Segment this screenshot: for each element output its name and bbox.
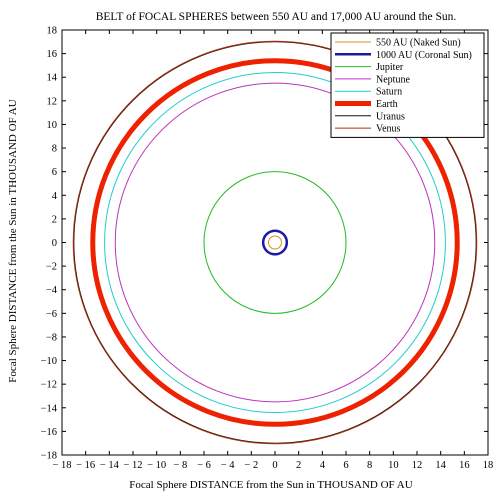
x-tick-label: − 6 xyxy=(197,460,211,471)
circle-venus xyxy=(72,40,478,445)
legend-label: Venus xyxy=(376,124,401,135)
ticks-group: − 18 − 16 − 14− 12 − 10 − 8 − 6 − 4 − 2 0 2 4 6 8 10 1… xyxy=(41,26,494,472)
x-tick-label: − 16 xyxy=(76,460,95,471)
x-tick-label: − 12 xyxy=(123,460,142,471)
legend-label: Neptune xyxy=(376,74,410,85)
x-tick-label: − 8 xyxy=(173,460,187,471)
legend-label: Saturn xyxy=(376,87,402,98)
x-tick-label: − 2 xyxy=(244,460,258,471)
x-tick-label: 0 xyxy=(272,460,277,471)
y-tick-label: −2 xyxy=(46,262,57,273)
circle-1000-au-coronal-sun xyxy=(261,229,289,256)
y-tick-label: 14 xyxy=(47,73,58,84)
x-tick-label: 14 xyxy=(435,460,446,471)
circles-group xyxy=(72,40,478,445)
legend-box xyxy=(330,32,485,138)
y-tick-label: 18 xyxy=(47,26,58,37)
y-tick-label: 8 xyxy=(52,144,57,155)
circle-jupiter xyxy=(203,171,347,314)
y-axis-label: Focal Sphere DISTANCE from the Sun in TH… xyxy=(7,99,19,382)
circle-uranus xyxy=(73,41,477,444)
x-tick-label: 16 xyxy=(459,460,470,471)
y-tick-label: −14 xyxy=(41,403,58,414)
y-tick-label: 10 xyxy=(47,120,58,131)
x-axis-label: Focal Sphere DISTANCE from the Sun in TH… xyxy=(129,479,412,491)
legend-label: 1000 AU (Coronal Sun) xyxy=(376,50,472,61)
x-tick-label: 8 xyxy=(367,460,372,471)
y-tick-label: −12 xyxy=(41,380,57,391)
y-tick-label: −10 xyxy=(41,356,57,367)
circle-saturn xyxy=(104,72,446,413)
y-tick-label: 16 xyxy=(47,49,58,60)
x-tick-label: 18 xyxy=(483,460,494,471)
y-tick-label: −4 xyxy=(46,285,58,296)
x-tick-label: 10 xyxy=(388,460,399,471)
legend-label: Uranus xyxy=(376,111,405,122)
y-tick-label: 4 xyxy=(52,191,58,202)
y-tick-label: −18 xyxy=(41,451,57,462)
y-tick-label: −16 xyxy=(41,427,57,438)
y-tick-label: 6 xyxy=(52,167,57,178)
legend: 550 AU (Naked Sun)1000 AU (Coronal Sun)J… xyxy=(330,32,485,138)
y-tick-label: −6 xyxy=(46,309,57,320)
x-tick-label: − 18 xyxy=(52,460,71,471)
chart-title: BELT of FOCAL SPHERES between 550 AU and… xyxy=(96,11,457,23)
x-tick-label: 2 xyxy=(296,460,301,471)
x-tick-label: 12 xyxy=(412,460,423,471)
x-tick-label: 4 xyxy=(320,460,326,471)
x-tick-label: − 4 xyxy=(221,460,236,471)
circle-neptune xyxy=(114,82,436,403)
y-tick-label: 12 xyxy=(47,96,58,107)
y-tick-label: 0 xyxy=(52,238,57,249)
legend-label: 550 AU (Naked Sun) xyxy=(376,38,461,49)
y-tick-label: 2 xyxy=(52,214,57,225)
legend-label: Jupiter xyxy=(376,62,404,73)
x-tick-label: − 10 xyxy=(147,460,166,471)
y-tick-label: −8 xyxy=(46,332,57,343)
x-tick-label: − 14 xyxy=(100,460,120,471)
legend-label: Earth xyxy=(376,99,398,110)
circle-earth xyxy=(90,58,460,427)
circle-550-au-naked-sun xyxy=(267,235,283,250)
x-tick-label: 6 xyxy=(343,460,348,471)
